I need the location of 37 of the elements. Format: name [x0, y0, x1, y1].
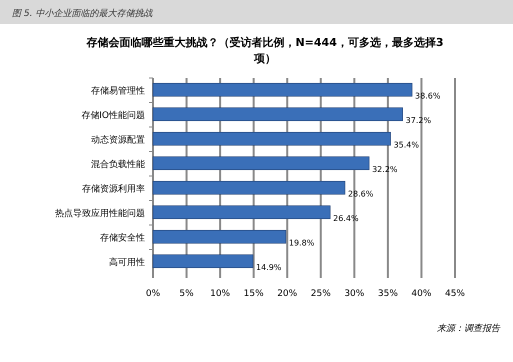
y-tick-label: 存储易管理性 [91, 85, 145, 96]
bar [152, 107, 403, 122]
data-label: 35.4% [394, 140, 420, 150]
y-tick-label: 混合负载性能 [91, 158, 145, 170]
data-label: 19.8% [288, 238, 315, 248]
data-label: 32.2% [372, 164, 398, 174]
bar [152, 132, 391, 146]
x-tick-label: 25% [310, 289, 332, 299]
y-tick-label: 高可用性 [109, 256, 145, 268]
y-tick-label: 热点导致应用性能问题 [55, 208, 145, 219]
y-tick-label: 动态资源配置 [91, 134, 145, 146]
x-tick-label: 0% [146, 289, 161, 299]
data-label: 38.6% [415, 91, 441, 100]
x-tick-label: 30% [344, 289, 365, 299]
bar [152, 230, 286, 244]
y-tick-label: 存储安全性 [100, 232, 145, 244]
x-tick-label: 20% [277, 289, 298, 299]
y-tick-label: 存储IO性能问题 [81, 110, 145, 121]
x-tick-label: 35% [378, 289, 398, 299]
data-label: 26.4% [333, 214, 359, 223]
y-tick-label: 存储资源利用率 [82, 183, 145, 194]
x-tick-label: 45% [444, 289, 466, 299]
chart-title: 存储会面临哪些重大挑战？（受访者比例，N=444，可多选，最多选择3项） [85, 36, 444, 65]
x-tick-label: 10% [210, 289, 231, 299]
x-tick-label: 15% [244, 289, 264, 299]
source-note: 来源：调查报告 [437, 323, 501, 334]
x-tick-label: 40% [411, 289, 432, 299]
data-label: 14.9% [256, 262, 282, 272]
data-label: 37.2% [406, 116, 432, 125]
chart-subtitle: 图 5. 中小企业面临的最大存储挑战 [12, 8, 154, 19]
bar [152, 254, 254, 268]
bar [152, 180, 346, 195]
bar [152, 205, 330, 220]
data-label: 28.6% [348, 189, 374, 198]
bar [152, 82, 412, 97]
bar [152, 156, 370, 170]
x-tick-label: 5% [179, 289, 194, 299]
